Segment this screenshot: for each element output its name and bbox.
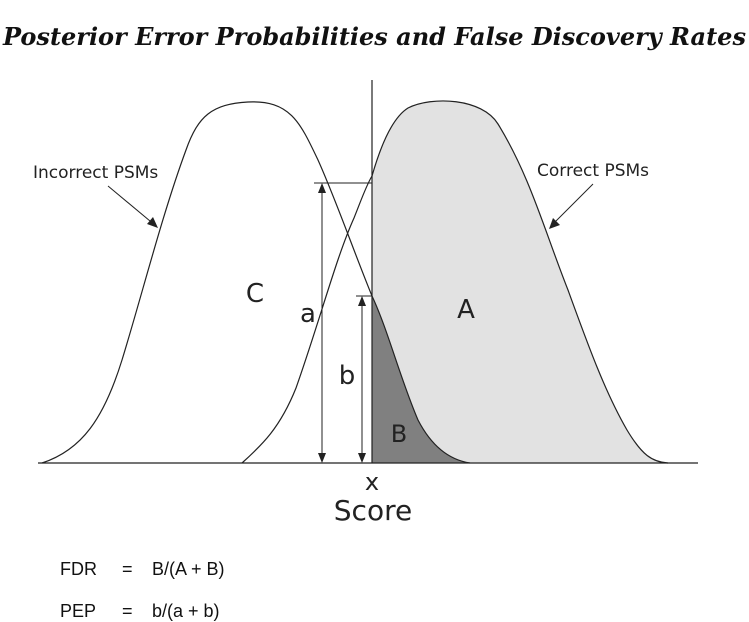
fdr-name: FDR — [60, 559, 98, 579]
region-a-label: A — [457, 295, 475, 325]
height-b-arrowhead-top — [358, 296, 366, 306]
region-b-label: B — [391, 420, 407, 448]
pep-name: PEP — [60, 601, 97, 621]
incorrect-pointer-arrow — [107, 185, 157, 227]
correct-psms-label: Correct PSMs — [537, 161, 649, 181]
correct-pointer-arrowhead — [549, 218, 560, 229]
threshold-x-label: x — [365, 468, 379, 496]
fdr-equals: = — [122, 559, 133, 579]
incorrect-psms-label: Incorrect PSMs — [33, 163, 158, 183]
incorrect-tail-region-b — [372, 296, 470, 463]
fdr-formula: FDR = B/(A + B) — [50, 538, 225, 580]
height-a-label: a — [300, 299, 316, 329]
page-title: Posterior Error Probabilities and False … — [3, 22, 746, 51]
pep-formula: PEP = b/(a + b) — [50, 580, 220, 622]
pep-equals: = — [122, 601, 133, 621]
incorrect-psm-curve — [41, 101, 471, 464]
height-a-arrowhead-bottom — [318, 453, 326, 463]
correct-pointer-arrow — [550, 183, 594, 227]
score-axis-label: Score — [334, 494, 412, 527]
height-b-arrowhead-bottom — [358, 453, 366, 463]
region-c-label: C — [246, 279, 264, 309]
height-a-arrowhead-top — [318, 183, 326, 193]
correct-psm-curve — [241, 100, 669, 464]
fdr-expression: B/(A + B) — [152, 559, 225, 579]
pep-expression: b/(a + b) — [152, 601, 220, 621]
incorrect-pointer-arrowhead — [147, 217, 158, 228]
height-b-label: b — [339, 361, 356, 391]
correct-region-a — [372, 100, 668, 463]
